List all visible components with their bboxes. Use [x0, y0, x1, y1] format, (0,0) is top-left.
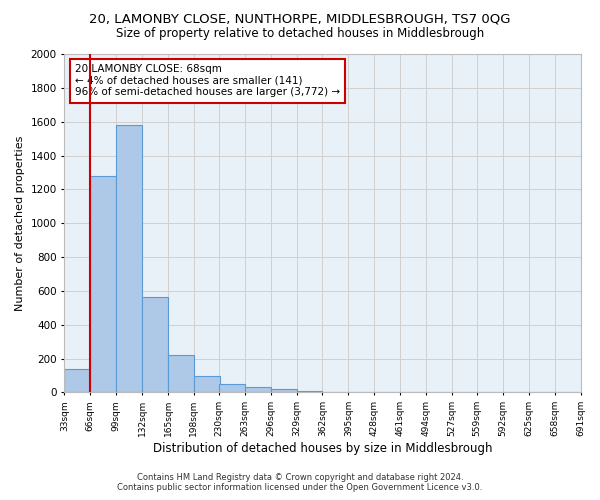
Bar	[271, 390, 296, 392]
Y-axis label: Number of detached properties: Number of detached properties	[15, 136, 25, 311]
Bar	[64, 368, 91, 392]
Text: 20, LAMONBY CLOSE, NUNTHORPE, MIDDLESBROUGH, TS7 0QG: 20, LAMONBY CLOSE, NUNTHORPE, MIDDLESBRO…	[89, 12, 511, 26]
Bar	[116, 125, 142, 392]
X-axis label: Distribution of detached houses by size in Middlesbrough: Distribution of detached houses by size …	[153, 442, 492, 455]
Text: 20 LAMONBY CLOSE: 68sqm
← 4% of detached houses are smaller (141)
96% of semi-de: 20 LAMONBY CLOSE: 68sqm ← 4% of detached…	[75, 64, 340, 98]
Text: Size of property relative to detached houses in Middlesbrough: Size of property relative to detached ho…	[116, 28, 484, 40]
Bar	[142, 297, 168, 392]
Text: Contains HM Land Registry data © Crown copyright and database right 2024.
Contai: Contains HM Land Registry data © Crown c…	[118, 473, 482, 492]
Bar	[194, 376, 220, 392]
Bar	[91, 176, 116, 392]
Bar	[168, 355, 194, 393]
Bar	[245, 388, 271, 392]
Bar	[219, 384, 245, 392]
Bar	[296, 390, 322, 392]
